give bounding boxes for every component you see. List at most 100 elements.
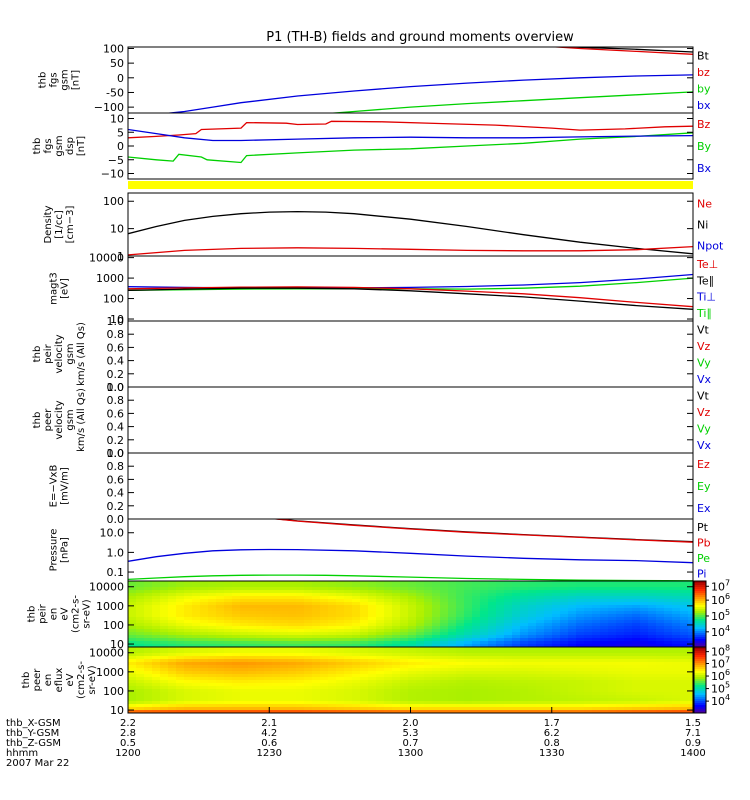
series-p8-Pe [128,574,693,581]
heatmap-cell [416,617,425,621]
heatmap-cell [672,608,681,612]
heatmap-cell [576,674,585,678]
series-p2-By [128,132,693,164]
heatmap-cell [472,701,481,705]
heatmap-cell [264,626,273,630]
heatmap-cell [384,704,393,708]
heatmap-cell [248,626,257,630]
heatmap-cell [584,629,593,633]
heatmap-cell [176,641,185,645]
heatmap-cell [392,605,401,609]
heatmap-cell [464,629,473,633]
heatmap-cell [552,620,561,624]
heatmap-cell [632,653,641,657]
heatmap-cell [456,665,465,669]
heatmap-cell [280,644,289,647]
heatmap-cell [224,653,233,657]
heatmap-cell [216,659,225,663]
heatmap-cell [480,599,489,603]
heatmap-cell [488,671,497,675]
heatmap-cell [408,689,417,693]
heatmap-cell [360,656,369,660]
heatmap-cell [224,614,233,618]
heatmap-cell [592,701,601,705]
heatmap-cell [328,644,337,647]
heatmap-cell [288,710,297,713]
heatmap-cell [496,581,505,585]
heatmap-cell [320,623,329,627]
heatmap-cell [440,629,449,633]
heatmap-cell [168,602,177,606]
heatmap-cell [264,695,273,699]
heatmap-cell [152,638,161,642]
heatmap-cell [480,623,489,627]
heatmap-cell [408,668,417,672]
heatmap-cell [616,707,625,711]
y-tick-label: 10 [110,638,124,651]
heatmap-cell [280,590,289,594]
heatmap-cell [296,653,305,657]
heatmap-cell [600,659,609,663]
heatmap-cell [192,593,201,597]
heatmap-cell [328,671,337,675]
heatmap-cell [688,662,693,666]
heatmap-cell [136,596,145,600]
heatmap-cell [400,686,409,690]
heatmap-cell [320,704,329,708]
heatmap-cell [392,668,401,672]
legend-item: Vt [697,323,710,336]
heatmap-cell [328,698,337,702]
heatmap-cell [320,695,329,699]
heatmap-cell [536,620,545,624]
heatmap-cell [256,698,265,702]
heatmap-cell [656,701,665,705]
heatmap-cell [392,584,401,588]
heatmap-cell [368,692,377,696]
heatmap-cell [392,626,401,630]
heatmap-cell [496,653,505,657]
heatmap-cell [656,593,665,597]
heatmap-cell [128,662,137,666]
heatmap-cell [336,647,345,651]
heatmap-cell [656,683,665,687]
heatmap-cell [464,707,473,711]
heatmap-cell [608,605,617,609]
heatmap-cell [376,668,385,672]
heatmap-cell [496,680,505,684]
heatmap-cell [288,629,297,633]
heatmap-cell [368,587,377,591]
heatmap-cell [160,581,169,585]
heatmap-cell [584,644,593,647]
heatmap-cell [568,656,577,660]
heatmap-cell [216,593,225,597]
heatmap-cell [256,584,265,588]
heatmap-cell [560,593,569,597]
heatmap-cell [184,653,193,657]
heatmap-cell [280,638,289,642]
heatmap-cell [312,704,321,708]
heatmap-cell [608,629,617,633]
heatmap-cell [136,593,145,597]
colorbar-cell [694,645,706,648]
heatmap-cell [344,683,353,687]
heatmap-cell [400,707,409,711]
heatmap-cell [192,659,201,663]
heatmap-cell [664,596,673,600]
heatmap-cell [432,608,441,612]
heatmap-cell [416,608,425,612]
heatmap-cell [480,647,489,651]
heatmap-cell [504,707,513,711]
heatmap-cell [144,614,153,618]
heatmap-cell [312,644,321,647]
x-tick-label: 1330 [539,748,564,759]
heatmap-cell [224,617,233,621]
heatmap-cell [128,668,137,672]
heatmap-cell [144,620,153,624]
heatmap-cell [536,611,545,615]
heatmap-cell [392,608,401,612]
heatmap-cell [360,620,369,624]
heatmap-cell [488,623,497,627]
heatmap-cell [264,635,273,639]
heatmap-cell [248,587,257,591]
heatmap-cell [624,614,633,618]
